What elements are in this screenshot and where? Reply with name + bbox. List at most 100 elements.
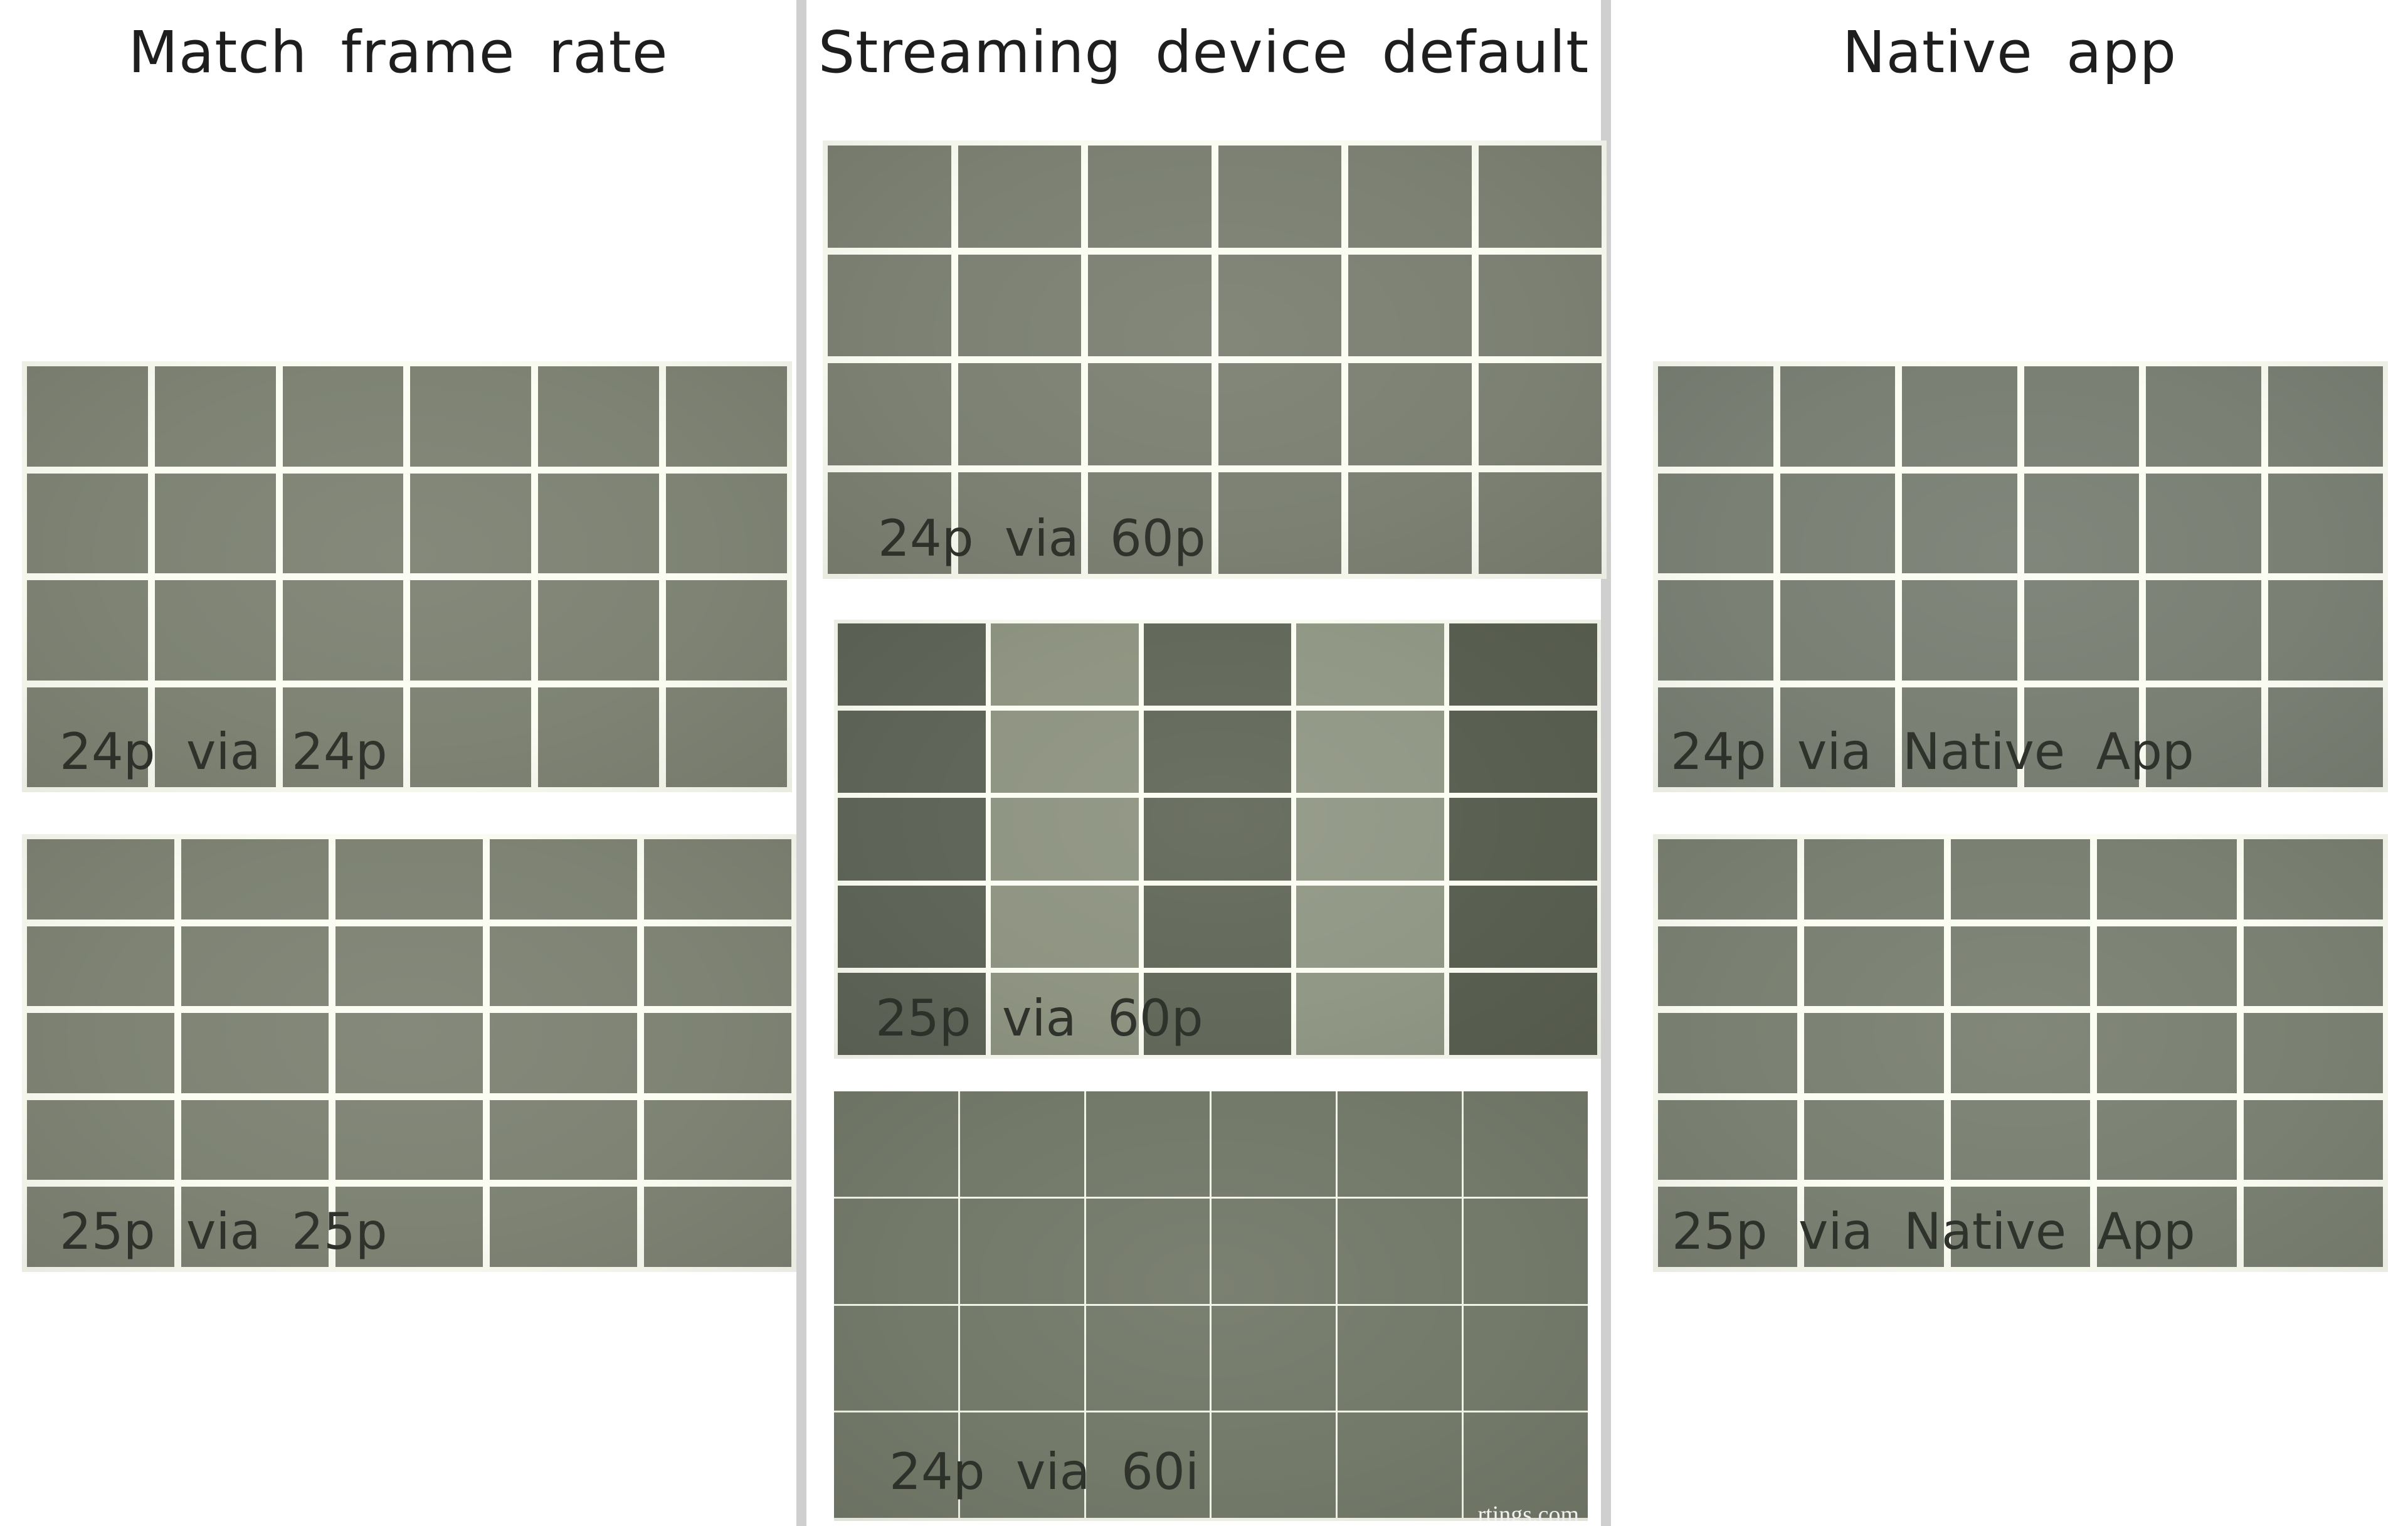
grid-cell <box>335 1099 483 1180</box>
grid-cell <box>1658 473 1773 573</box>
grid-cell <box>2097 1013 2237 1093</box>
photo-25p-via-native-app: 25p via Native App <box>1653 834 2388 1272</box>
grid-cell <box>828 254 951 356</box>
grid-cell <box>27 687 148 787</box>
grid-pattern-24p-via-24p <box>22 361 792 792</box>
grid-cell <box>1804 839 1944 919</box>
grid-cell <box>27 473 148 573</box>
grid-cell <box>1338 1305 1462 1411</box>
grid-cell <box>154 366 276 467</box>
pattern-label: 25p via Native App <box>1672 1202 2195 1261</box>
grid-cell <box>2268 687 2383 787</box>
column-divider-left <box>796 0 806 1526</box>
grid-cell <box>27 926 174 1007</box>
grid-cell <box>834 1305 958 1411</box>
grid-cell <box>838 711 986 793</box>
grid-cell <box>959 1412 1084 1518</box>
grid-cell <box>666 580 787 681</box>
grid-cell <box>959 1198 1084 1304</box>
grid-cell <box>490 926 637 1007</box>
grid-cell <box>1449 711 1597 793</box>
grid-cell <box>990 972 1139 1055</box>
grid-cell <box>1950 1099 2091 1180</box>
grid-cell <box>154 687 276 787</box>
grid-cell <box>181 926 329 1007</box>
grid-cell <box>1780 473 1895 573</box>
grid-cell <box>834 1412 958 1518</box>
grid-cell <box>282 473 404 573</box>
pattern-label: 25p via 60p <box>875 989 1203 1047</box>
photo-24p-via-native-app: 24p via Native App <box>1653 361 2388 792</box>
grid-cell <box>1085 1412 1210 1518</box>
grid-cell <box>1658 687 1773 787</box>
grid-cell <box>958 146 1081 248</box>
grid-cell <box>2146 473 2261 573</box>
grid-cell <box>1478 146 1602 248</box>
grid-cell <box>1088 254 1212 356</box>
grid-cell <box>335 1013 483 1093</box>
grid-cell <box>1085 1198 1210 1304</box>
photo-24p-via-60i: 24p via 60i rtings.com <box>834 1091 1588 1521</box>
grid-cell <box>666 366 787 467</box>
grid-cell <box>1088 363 1212 465</box>
pattern-label: 24p via 24p <box>60 723 388 781</box>
grid-cell <box>181 1187 329 1267</box>
grid-cell <box>666 687 787 787</box>
grid-cell <box>181 1099 329 1180</box>
grid-cell <box>1218 363 1341 465</box>
grid-cell <box>1348 146 1472 248</box>
grid-cell <box>2268 366 2383 467</box>
grid-cell <box>410 473 532 573</box>
grid-cell <box>644 1187 791 1267</box>
grid-cell <box>838 972 986 1055</box>
grid-pattern-25p-via-25p <box>22 834 796 1272</box>
grid-cell <box>1658 1013 1798 1093</box>
grid-cell <box>1212 1198 1336 1304</box>
grid-cell <box>958 254 1081 356</box>
grid-cell <box>1212 1305 1336 1411</box>
grid-cell <box>2024 687 2139 787</box>
grid-cell <box>490 1187 637 1267</box>
grid-cell <box>1902 366 2017 467</box>
column-title-match-frame-rate: Match frame rate <box>128 19 668 86</box>
grid-cell <box>1950 926 2091 1007</box>
grid-cell <box>181 839 329 919</box>
grid-cell <box>1478 472 1602 574</box>
grid-cell <box>990 798 1139 881</box>
grid-cell <box>990 711 1139 793</box>
grid-cell <box>2024 580 2139 681</box>
column-title-streaming-device-default: Streaming device default <box>818 19 1590 86</box>
grid-cell <box>335 839 483 919</box>
grid-cell <box>1464 1412 1588 1518</box>
grid-cell <box>838 798 986 881</box>
grid-cell <box>2243 1099 2383 1180</box>
grid-cell <box>834 1198 958 1304</box>
grid-pattern-24p-via-60i <box>834 1091 1588 1521</box>
grid-cell <box>2243 839 2383 919</box>
grid-cell <box>410 366 532 467</box>
grid-cell <box>490 1099 637 1180</box>
photo-24p-via-60p: 24p via 60p <box>823 140 1607 579</box>
grid-cell <box>666 473 787 573</box>
grid-cell <box>282 366 404 467</box>
grid-cell <box>27 1013 174 1093</box>
grid-cell <box>538 366 660 467</box>
grid-cell <box>834 1091 958 1197</box>
pattern-label: 24p via Native App <box>1671 723 2194 781</box>
grid-cell <box>2268 580 2383 681</box>
grid-cell <box>2146 580 2261 681</box>
grid-cell <box>27 839 174 919</box>
grid-cell <box>1348 363 1472 465</box>
grid-cell <box>2024 473 2139 573</box>
grid-cell <box>990 623 1139 706</box>
grid-cell <box>828 146 951 248</box>
grid-cell <box>1348 254 1472 356</box>
grid-cell <box>1449 623 1597 706</box>
grid-cell <box>2146 687 2261 787</box>
grid-cell <box>958 363 1081 465</box>
grid-cell <box>1348 472 1472 574</box>
grid-cell <box>1085 1091 1210 1197</box>
grid-cell <box>410 580 532 681</box>
grid-cell <box>2097 926 2237 1007</box>
grid-cell <box>2243 926 2383 1007</box>
